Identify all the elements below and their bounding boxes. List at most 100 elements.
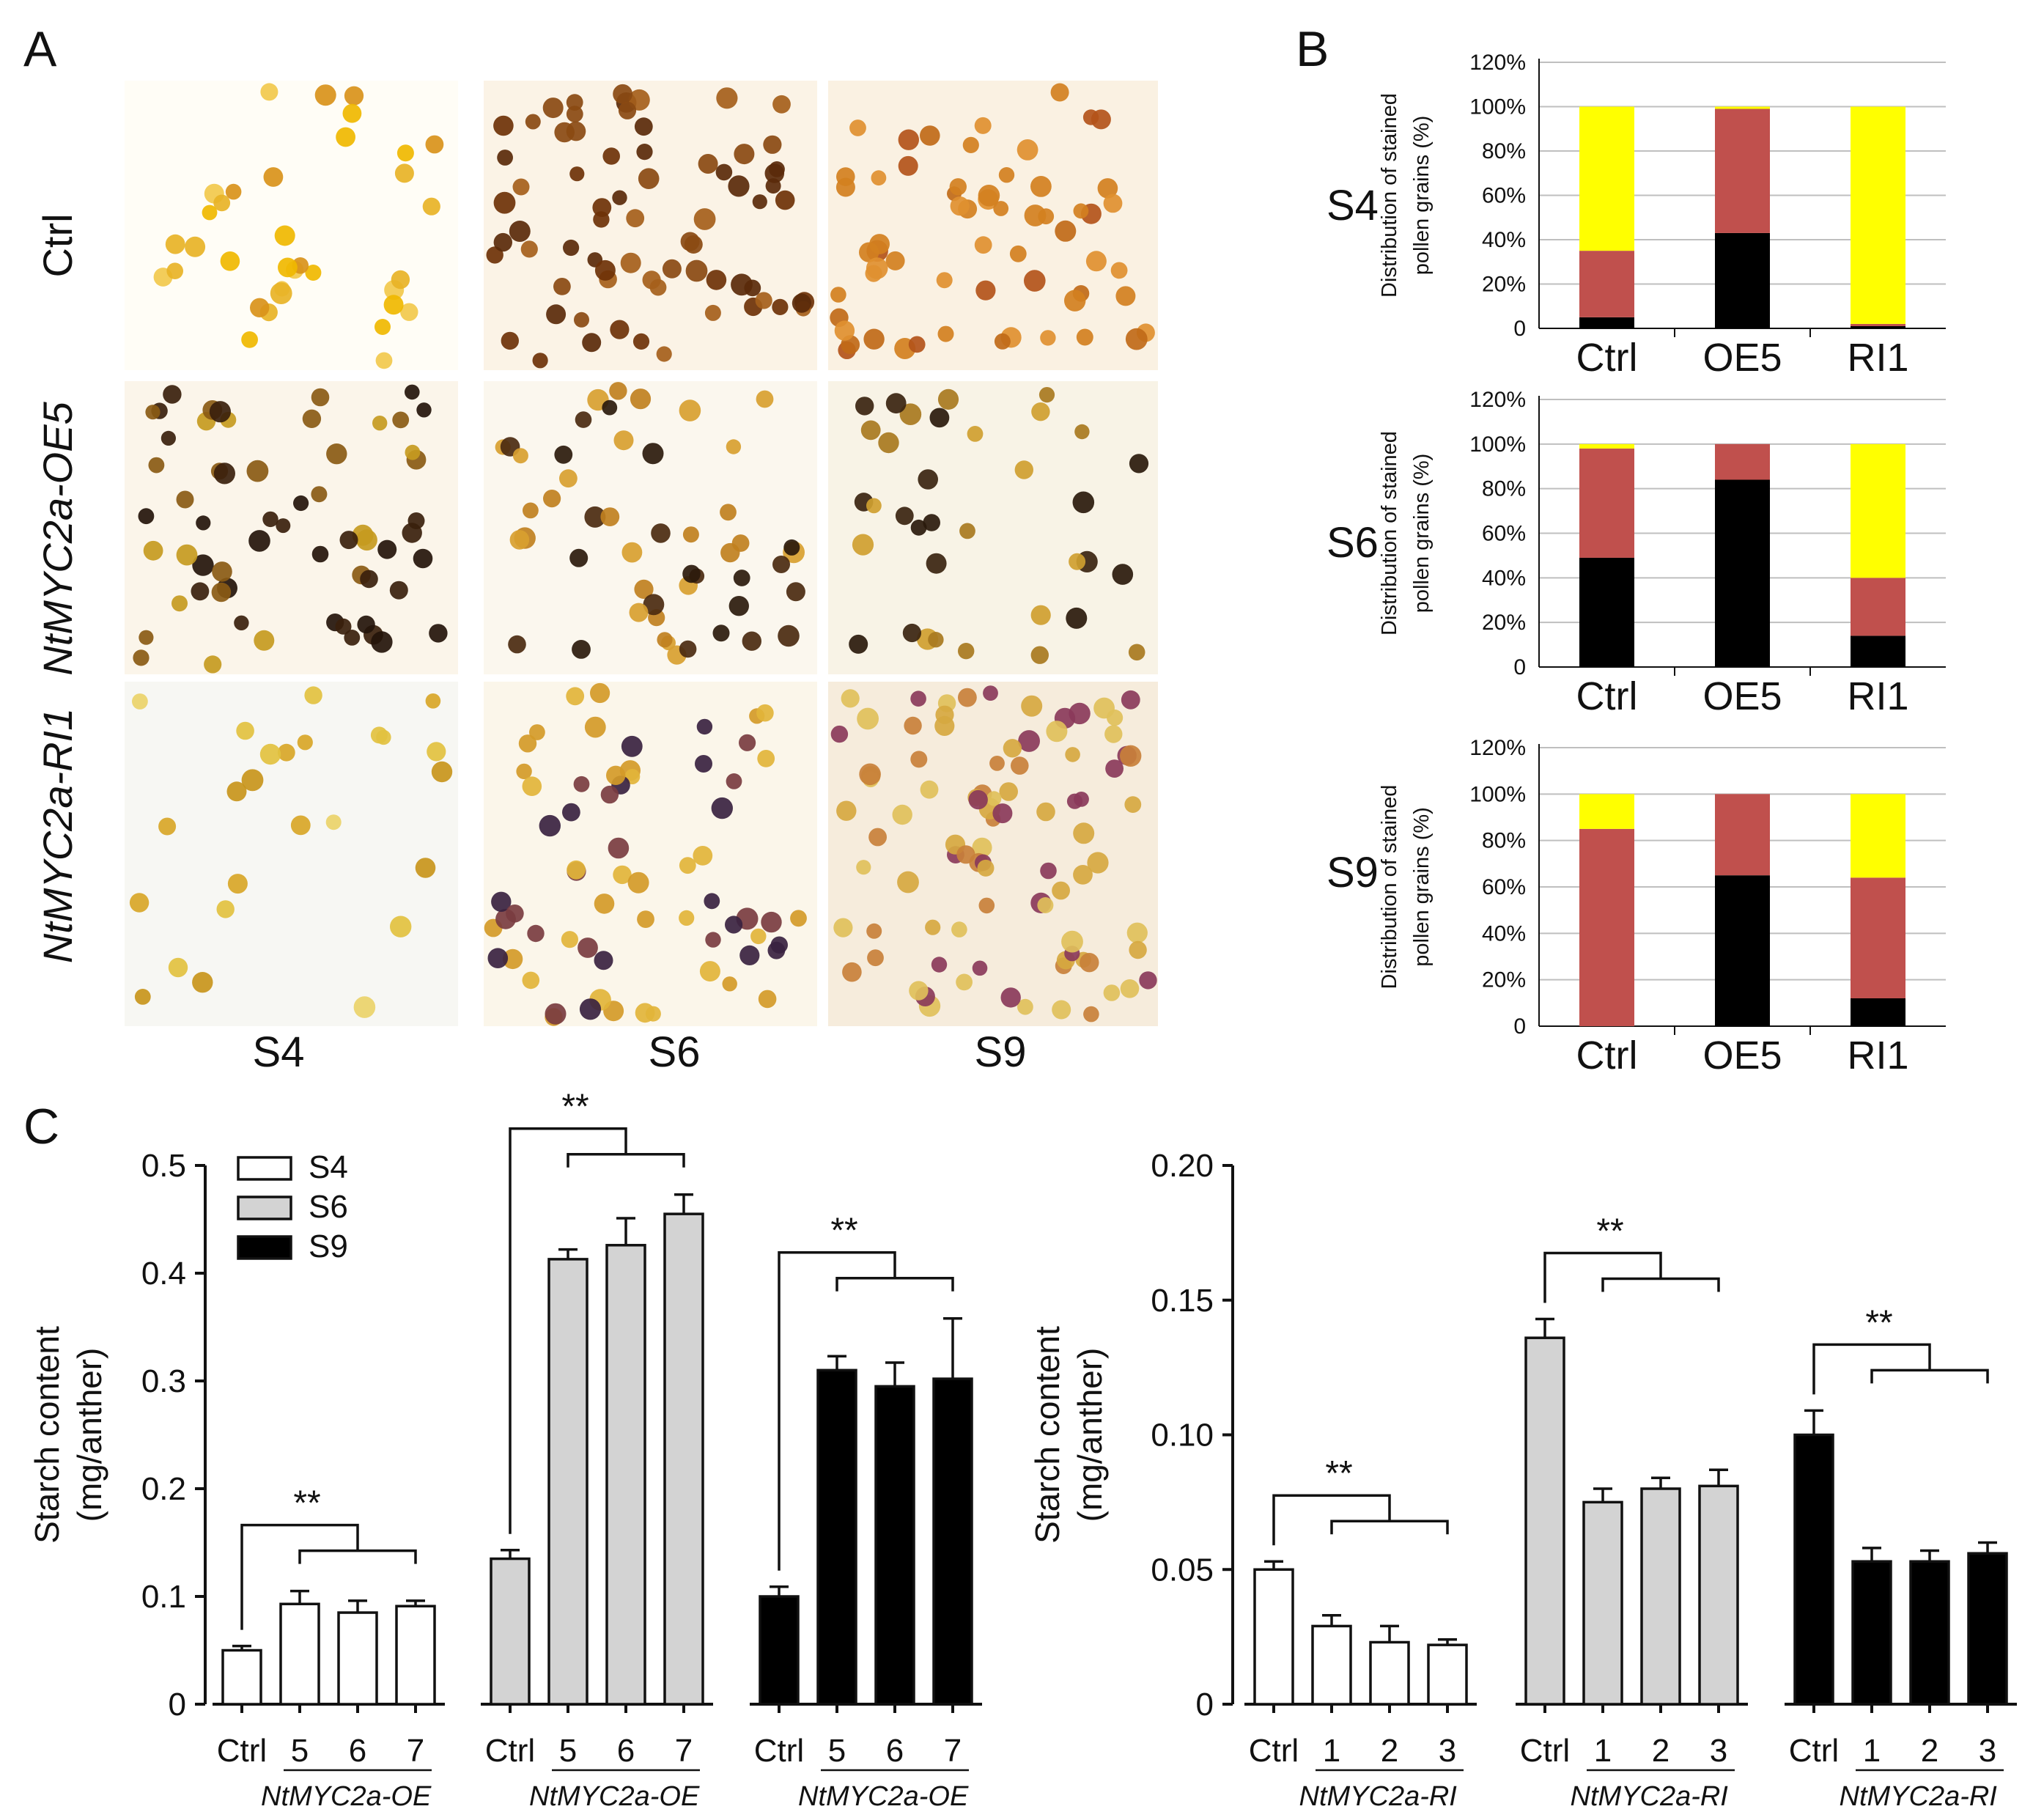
pollen-grain <box>636 144 653 161</box>
bar-s9-7 <box>932 1377 973 1706</box>
pollen-grain <box>567 860 586 880</box>
pollen-grain <box>783 539 800 556</box>
row-label-ctrl: Ctrl <box>34 213 81 277</box>
pollen-grain <box>739 734 756 751</box>
legend-swatch-s9 <box>237 1235 292 1260</box>
pollen-grain <box>662 259 682 279</box>
pollen-grain <box>1040 330 1056 346</box>
x-tick-label: 7 <box>944 1733 962 1769</box>
pollen-grain <box>1120 745 1142 767</box>
pollen-grain <box>725 915 743 934</box>
pollen-grain <box>936 272 953 289</box>
pollen-grain <box>959 523 975 539</box>
pollen-grain <box>716 87 738 109</box>
y-tick-label: 60% <box>1482 875 1526 899</box>
panel-c-starch-charts: Starch content (mg/anther) 0 0.1 0.2 0.3 0.4 0.… <box>28 1088 2017 1812</box>
pollen-grain <box>166 262 183 280</box>
pollen-grain <box>1037 897 1054 913</box>
y-tick-label: 120% <box>1469 51 1526 75</box>
pollen-grain <box>176 490 194 509</box>
pollen-grain <box>1121 690 1140 710</box>
pollen-grain <box>493 115 514 136</box>
pollen-grain <box>1024 205 1047 226</box>
pollen-grain <box>609 382 627 400</box>
pollen-grain <box>539 814 561 837</box>
pollen-grain <box>642 270 661 290</box>
bar-s6-3 <box>1698 1484 1739 1706</box>
bar-s4-7 <box>395 1605 436 1706</box>
pollen-grain <box>573 775 590 792</box>
significance-bracket-sub <box>1870 1368 1989 1384</box>
pollen-grain <box>1036 802 1055 822</box>
pollen-grain <box>928 632 944 648</box>
pollen-grain <box>842 962 862 982</box>
pollen-grain <box>290 815 311 836</box>
x-tick-label: 5 <box>559 1733 577 1769</box>
micrograph-ctrl-s4 <box>125 81 458 370</box>
pollen-grain <box>1000 987 1021 1008</box>
pollen-grain <box>849 634 868 654</box>
pollen-grain <box>866 498 882 514</box>
pollen-grain <box>516 763 532 780</box>
pollen-grain <box>974 117 992 134</box>
pollen-grain <box>739 945 760 965</box>
bar-segment-red-ri1 <box>1851 578 1905 636</box>
pollen-grain <box>138 508 155 525</box>
pollen-grain <box>693 846 713 866</box>
pollen-grain <box>311 388 330 407</box>
pollen-grain <box>353 996 376 1018</box>
bar-segment-yellow-ri1 <box>1851 106 1905 324</box>
pollen-grain <box>250 298 270 317</box>
pollen-grain <box>606 765 626 786</box>
pollen-grain <box>407 512 425 529</box>
pollen-grain <box>389 581 408 600</box>
pollen-grain <box>657 632 673 648</box>
pollen-grain <box>590 682 610 704</box>
bar-s6-1 <box>1582 1500 1623 1706</box>
pollen-grain <box>559 469 578 488</box>
pollen-grain <box>311 486 328 503</box>
pollen-grain <box>525 114 541 130</box>
pollen-grain <box>904 716 922 735</box>
pollen-grain <box>546 304 567 325</box>
pollen-grain <box>878 432 899 454</box>
pollen-grain <box>512 178 530 196</box>
pollen-grain <box>390 915 412 937</box>
pollen-grain <box>236 721 254 740</box>
bar-segment-black-ctrl <box>1579 557 1634 667</box>
pollen-grain <box>554 445 573 464</box>
y-tick-label: 0.20 <box>1151 1148 1214 1184</box>
pollen-grain <box>133 649 150 666</box>
pollen-grain <box>171 595 188 612</box>
pollen-grain <box>1017 998 1033 1015</box>
pollen-grain <box>1064 290 1086 312</box>
pollen-grain <box>629 603 649 622</box>
y-tick-label: 120% <box>1469 736 1526 760</box>
pollen-grain <box>148 457 165 474</box>
pollen-grain <box>254 630 275 651</box>
bar-s4-5 <box>279 1602 320 1706</box>
y-tick-label: 0.15 <box>1151 1283 1214 1319</box>
pollen-grain <box>637 910 654 928</box>
pollen-grain <box>304 686 322 704</box>
pollen-grain <box>757 750 775 767</box>
y-tick-label: 20% <box>1482 611 1526 635</box>
pollen-grain <box>958 643 975 660</box>
micrograph-background <box>125 381 458 674</box>
pollen-grain <box>750 928 767 945</box>
pollen-grain <box>278 257 298 278</box>
legend-swatch-s4 <box>237 1156 292 1181</box>
pollen-grain <box>1030 176 1052 197</box>
pollen-grain <box>335 618 352 635</box>
pollen-grain <box>339 531 358 550</box>
pollen-grain <box>342 103 362 123</box>
pollen-grain <box>925 919 941 935</box>
pollen-grain <box>859 763 881 786</box>
pollen-grain <box>523 502 539 519</box>
pollen-grain <box>241 769 264 792</box>
micrograph-ntmyc2a-ri1-s9 <box>828 682 1158 1026</box>
pollen-grain <box>1018 730 1040 752</box>
pollen-grain <box>176 544 198 566</box>
bar-s6-ctrl <box>1524 1336 1565 1706</box>
x-tick-label: OE5 <box>1702 674 1782 718</box>
